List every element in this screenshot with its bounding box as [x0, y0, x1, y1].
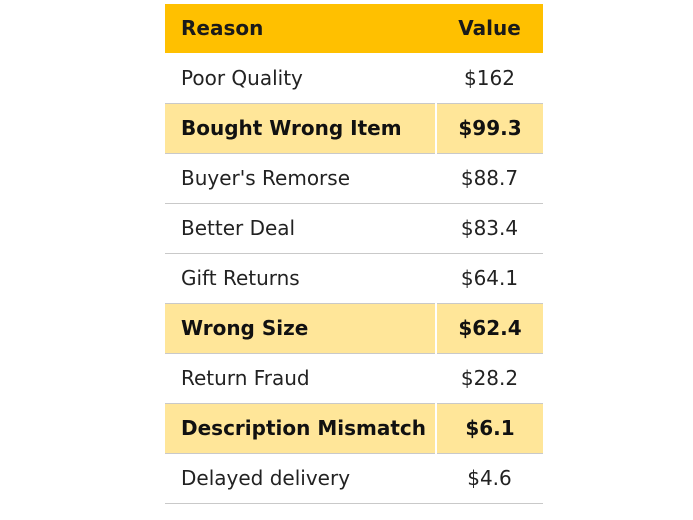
column-header-reason: Reason — [165, 4, 436, 53]
table-row: Wrong Size $62.4 — [165, 303, 543, 354]
column-header-value: Value — [436, 4, 543, 53]
table-row: Bought Wrong Item $99.3 — [165, 103, 543, 154]
value-cell: $162 — [436, 52, 543, 104]
reason-cell: Better Deal — [165, 203, 436, 254]
table-row: Gift Returns $64.1 — [165, 253, 543, 304]
value-cell: $62.4 — [436, 303, 543, 354]
reason-cell: Poor Quality — [165, 52, 436, 104]
table-row: Return Fraud $28.2 — [165, 353, 543, 404]
reason-cell: Buyer's Remorse — [165, 153, 436, 204]
reason-cell: Delayed delivery — [165, 453, 436, 504]
value-cell: $28.2 — [436, 353, 543, 404]
reason-cell: Return Fraud — [165, 353, 436, 404]
table-row: Buyer's Remorse $88.7 — [165, 153, 543, 204]
value-cell: $64.1 — [436, 253, 543, 304]
value-cell: $88.7 — [436, 153, 543, 204]
returns-table-container: Reason Value Poor Quality $162 Bought Wron… — [165, 4, 543, 504]
value-cell: $83.4 — [436, 203, 543, 254]
table-header-row: Reason Value — [165, 4, 543, 53]
reason-cell: Bought Wrong Item — [165, 103, 437, 154]
reason-cell: Description Mismatch — [165, 403, 437, 454]
returns-table: Reason Value Poor Quality $162 Bought Wron… — [165, 4, 543, 504]
value-cell: $99.3 — [436, 103, 543, 154]
reason-cell: Wrong Size — [165, 303, 437, 354]
reason-cell: Gift Returns — [165, 253, 436, 304]
table-body: Poor Quality $162 Bought Wrong Item $99.3 Bu… — [165, 52, 543, 504]
value-cell: $6.1 — [436, 403, 543, 454]
value-cell: $4.6 — [436, 453, 543, 504]
table-row: Delayed delivery $4.6 — [165, 453, 543, 504]
table-row: Better Deal $83.4 — [165, 203, 543, 254]
table-row: Description Mismatch $6.1 — [165, 403, 543, 454]
table-row: Poor Quality $162 — [165, 52, 543, 104]
